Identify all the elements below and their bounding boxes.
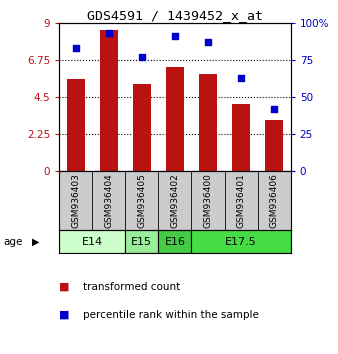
Bar: [199, 74, 217, 171]
Point: [106, 30, 112, 36]
Bar: [191, 230, 291, 253]
Text: E15: E15: [131, 237, 152, 247]
Text: GSM936402: GSM936402: [170, 173, 179, 228]
Text: age: age: [3, 237, 23, 247]
Title: GDS4591 / 1439452_x_at: GDS4591 / 1439452_x_at: [87, 9, 263, 22]
Text: percentile rank within the sample: percentile rank within the sample: [83, 310, 259, 320]
Bar: [133, 84, 151, 171]
Text: GSM936405: GSM936405: [137, 173, 146, 228]
Text: E14: E14: [82, 237, 103, 247]
Text: GSM936404: GSM936404: [104, 173, 113, 228]
Text: ■: ■: [59, 282, 70, 292]
Bar: [125, 230, 159, 253]
Point: [172, 34, 178, 39]
Text: E17.5: E17.5: [225, 237, 257, 247]
Text: ■: ■: [59, 310, 70, 320]
Bar: [159, 230, 191, 253]
Text: GSM936406: GSM936406: [270, 173, 279, 228]
Bar: [100, 30, 118, 171]
Text: GSM936400: GSM936400: [203, 173, 213, 228]
Bar: [67, 79, 85, 171]
Text: ▶: ▶: [32, 237, 40, 247]
Point: [139, 54, 145, 60]
Point: [271, 106, 277, 112]
Text: GSM936401: GSM936401: [237, 173, 246, 228]
Text: GSM936403: GSM936403: [71, 173, 80, 228]
Text: E16: E16: [164, 237, 186, 247]
Point: [238, 75, 244, 81]
Bar: [265, 120, 283, 171]
Point: [73, 45, 78, 51]
Point: [205, 39, 211, 45]
Bar: [166, 67, 184, 171]
Bar: [232, 104, 250, 171]
Text: transformed count: transformed count: [83, 282, 180, 292]
Bar: [59, 230, 125, 253]
